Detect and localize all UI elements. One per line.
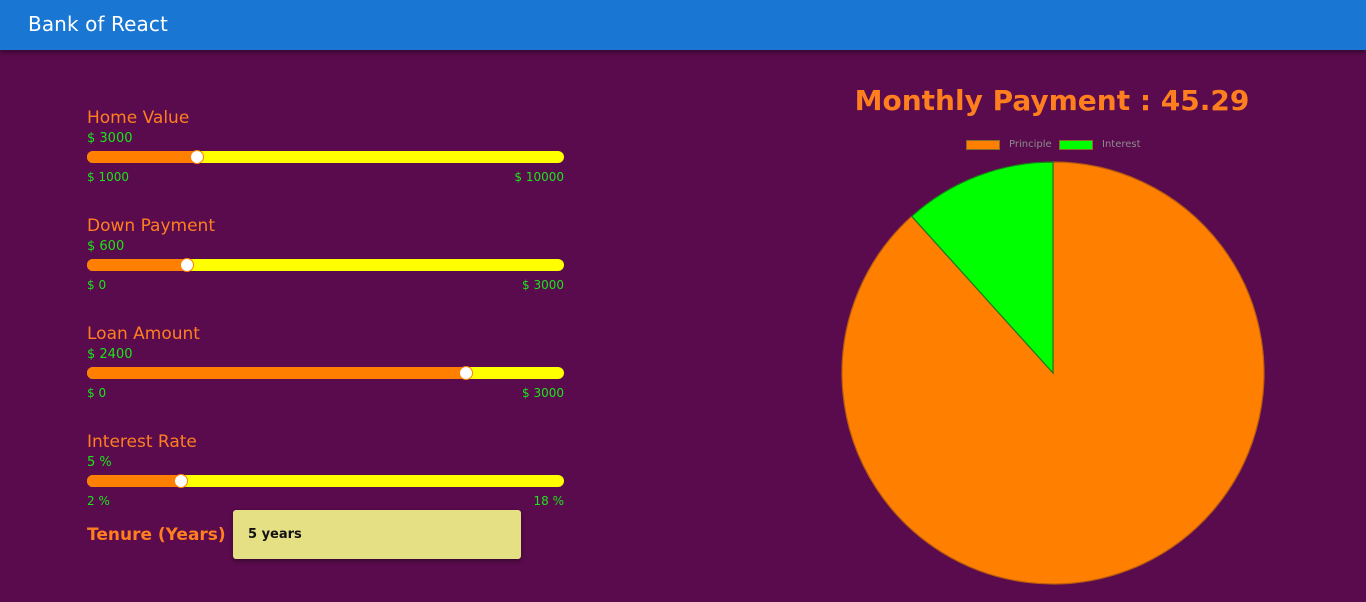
down-payment-min: $ 0 — [87, 278, 107, 292]
tenure-select[interactable]: 5 years — [233, 510, 521, 559]
loan-amount-value: $ 2400 — [87, 347, 133, 362]
loan-amount-min: $ 0 — [87, 386, 107, 400]
app-bar: Bank of React — [0, 0, 1366, 50]
pie-slice-interest[interactable] — [910, 161, 1054, 375]
app-title: Bank of React — [28, 12, 168, 36]
home-value-slider-thumb[interactable] — [190, 150, 205, 164]
home-value-range: $ 1000 $ 10000 — [87, 170, 564, 186]
down-payment-label: Down Payment — [87, 216, 215, 236]
down-payment-slider-fill — [87, 259, 186, 271]
down-payment-range: $ 0 $ 3000 — [87, 278, 564, 294]
down-payment-slider[interactable] — [87, 258, 564, 272]
home-value-slider-fill — [87, 151, 197, 163]
interest-rate-slider[interactable] — [87, 474, 564, 488]
interest-rate-range: 2 % 18 % — [87, 494, 564, 510]
monthly-payment-title: Monthly Payment : 45.29 — [854, 84, 1250, 117]
home-value-min: $ 1000 — [87, 170, 129, 184]
interest-rate-label: Interest Rate — [87, 432, 197, 452]
loan-amount-range: $ 0 $ 3000 — [87, 386, 564, 402]
home-value-label: Home Value — [87, 108, 190, 128]
tenure-selected-value: 5 years — [248, 527, 302, 542]
down-payment-amount: $ 600 — [87, 239, 125, 254]
loan-amount-slider[interactable] — [87, 366, 564, 380]
loan-amount-field: Loan Amount $ 2400 $ 0 $ 3000 — [87, 323, 564, 402]
tenure-label: Tenure (Years) — [87, 525, 226, 545]
legend-swatch-principle — [966, 140, 1000, 150]
home-value-amount: $ 3000 — [87, 131, 133, 146]
payment-pie-chart — [841, 161, 1265, 585]
interest-rate-slider-thumb[interactable] — [174, 474, 189, 488]
home-value-slider[interactable] — [87, 150, 564, 164]
loan-amount-max: $ 3000 — [522, 386, 564, 400]
legend-swatch-interest — [1059, 140, 1093, 150]
interest-rate-max: 18 % — [533, 494, 565, 508]
legend-label-interest: Interest — [1102, 139, 1141, 150]
legend-label-principle: Principle — [1009, 139, 1052, 150]
interest-rate-slider-fill — [87, 475, 181, 487]
down-payment-slider-thumb[interactable] — [180, 258, 194, 272]
loan-amount-slider-fill — [87, 367, 465, 379]
home-value-max: $ 10000 — [514, 170, 564, 184]
down-payment-field: Down Payment $ 600 $ 0 $ 3000 — [87, 215, 564, 294]
interest-rate-min: 2 % — [87, 494, 110, 508]
loan-amount-label: Loan Amount — [87, 324, 200, 344]
down-payment-max: $ 3000 — [522, 278, 564, 292]
loan-amount-slider-thumb[interactable] — [459, 366, 473, 380]
interest-rate-field: Interest Rate 5 % 2 % 18 % — [87, 431, 564, 510]
home-value-field: Home Value $ 3000 $ 1000 $ 10000 — [87, 107, 564, 186]
interest-rate-value: 5 % — [87, 455, 112, 470]
